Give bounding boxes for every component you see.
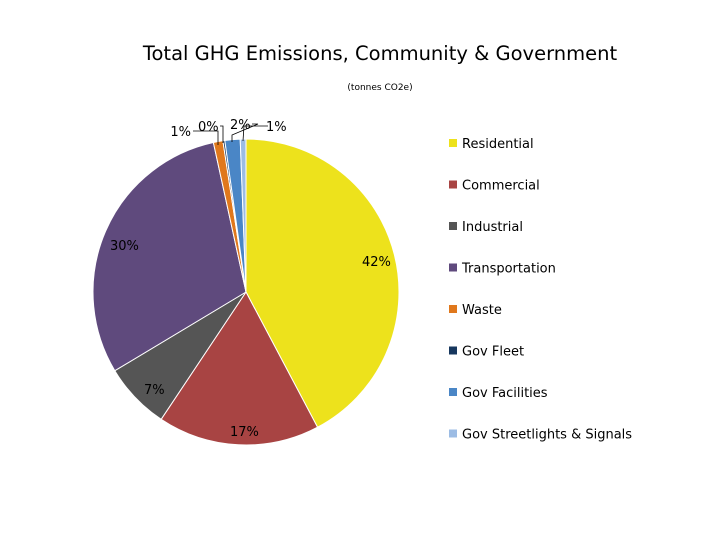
legend-label-industrial: Industrial bbox=[462, 220, 523, 235]
data-labels: 42% 17% 7% 30% 1% 0% 2% 1% bbox=[110, 118, 391, 440]
leader-line-gov-facilities bbox=[231, 123, 259, 142]
legend-label-waste: Waste bbox=[462, 303, 502, 318]
legend-label-transportation: Transportation bbox=[461, 262, 556, 277]
legend-swatch-gov-streetlights-and-signals bbox=[449, 429, 457, 438]
legend: Residential Commercial Industrial Transport… bbox=[449, 137, 632, 443]
legend-swatch-waste bbox=[449, 305, 457, 313]
chart-subtitle: (tonnes CO2e) bbox=[347, 83, 413, 93]
data-label-gov-streetlights-and-signals: 1% bbox=[266, 120, 287, 135]
data-label-commercial: 17% bbox=[230, 425, 259, 440]
leader-line-waste bbox=[193, 130, 219, 145]
legend-swatch-gov-facilities bbox=[449, 388, 457, 396]
data-label-transportation: 30% bbox=[110, 239, 139, 254]
data-label-residential: 42% bbox=[362, 255, 391, 270]
pie-slice-commercial bbox=[160, 291, 319, 446]
chart-title: Total GHG Emissions, Community & Governm… bbox=[142, 42, 618, 65]
legend-label-gov-fleet: Gov Fleet bbox=[462, 345, 524, 360]
legend-swatch-commercial bbox=[449, 180, 457, 189]
legend-swatch-transportation bbox=[449, 263, 457, 272]
leader-line-gov-streetlights-and-signals bbox=[242, 125, 268, 142]
legend-label-commercial: Commercial bbox=[462, 179, 540, 194]
pie-slices bbox=[92, 138, 400, 446]
legend-label-residential: Residential bbox=[462, 137, 534, 152]
data-label-waste: 1% bbox=[170, 125, 191, 140]
legend-label-gov-facilities: Gov Facilities bbox=[462, 386, 548, 401]
data-label-gov-facilities: 2% bbox=[230, 118, 251, 133]
legend-swatch-gov-fleet bbox=[449, 346, 457, 355]
pie-slice-transportation bbox=[92, 141, 247, 372]
legend-label-gov-streetlights-and-signals: Gov Streetlights & Signals bbox=[462, 428, 632, 443]
data-label-gov-fleet: 0% bbox=[198, 120, 219, 135]
pie-slice-residential bbox=[245, 138, 400, 428]
leader-line-gov-fleet bbox=[220, 125, 224, 143]
legend-swatch-residential bbox=[449, 139, 457, 147]
data-label-industrial: 7% bbox=[144, 383, 165, 398]
legend-swatch-industrial bbox=[449, 222, 457, 230]
leader-lines bbox=[193, 123, 268, 145]
